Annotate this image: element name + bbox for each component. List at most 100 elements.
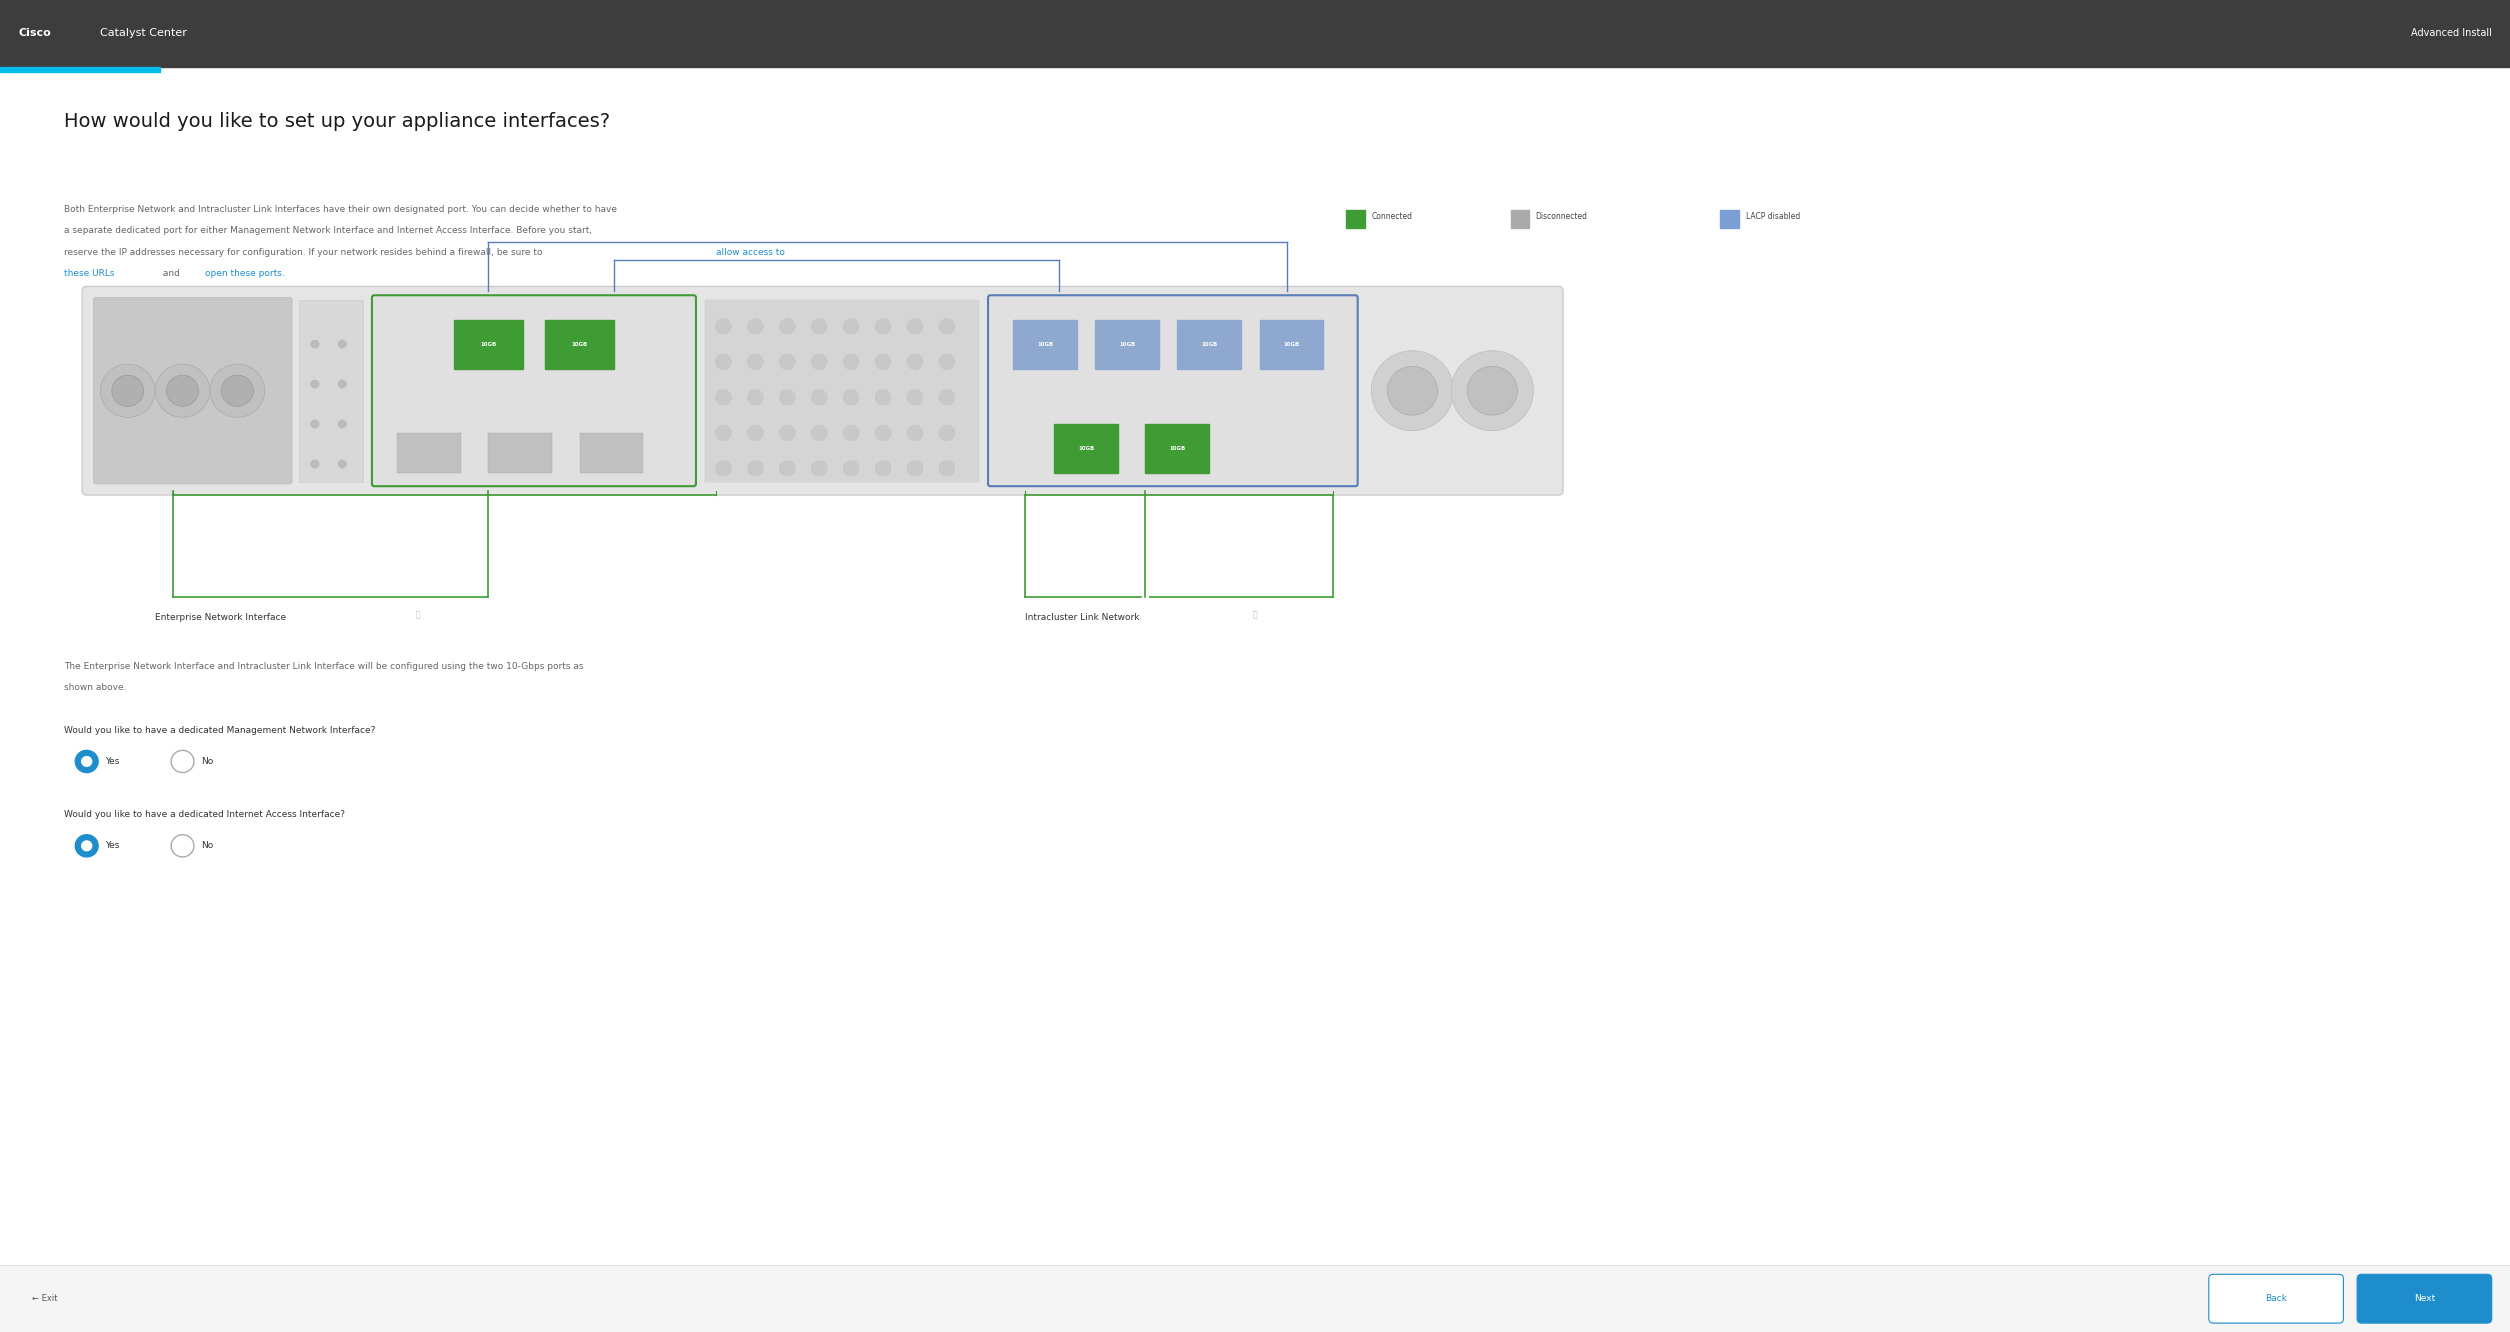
Text: Both Enterprise Network and Intracluster Link Interfaces have their own designat: Both Enterprise Network and Intracluster… <box>63 205 617 214</box>
Text: Would you like to have a dedicated Internet Access Interface?: Would you like to have a dedicated Inter… <box>63 810 344 819</box>
Circle shape <box>1388 366 1438 416</box>
Text: Enterprise Network Interface: Enterprise Network Interface <box>156 613 286 622</box>
Circle shape <box>843 389 858 405</box>
Circle shape <box>748 318 763 334</box>
Circle shape <box>1370 350 1453 430</box>
Circle shape <box>939 354 954 369</box>
Circle shape <box>778 461 796 476</box>
Circle shape <box>906 425 924 441</box>
Circle shape <box>906 389 924 405</box>
Text: Yes: Yes <box>105 757 120 766</box>
Text: 10GB: 10GB <box>1077 446 1094 452</box>
Circle shape <box>876 354 891 369</box>
Circle shape <box>171 835 193 856</box>
FancyBboxPatch shape <box>83 286 1564 496</box>
FancyBboxPatch shape <box>989 296 1358 486</box>
Bar <box>1094 320 1160 369</box>
Circle shape <box>843 461 858 476</box>
Circle shape <box>876 318 891 334</box>
Bar <box>0 0 2510 67</box>
Text: ⓘ: ⓘ <box>1252 610 1258 619</box>
Circle shape <box>75 835 98 856</box>
Circle shape <box>939 461 954 476</box>
Text: open these ports.: open these ports. <box>206 269 286 277</box>
Circle shape <box>100 364 156 417</box>
Circle shape <box>339 420 346 429</box>
Circle shape <box>811 425 828 441</box>
Bar <box>1014 320 1077 369</box>
Text: Intracluster Link Network: Intracluster Link Network <box>1024 613 1140 622</box>
Circle shape <box>311 380 319 389</box>
Bar <box>1054 424 1117 473</box>
Text: Yes: Yes <box>105 842 120 850</box>
Circle shape <box>811 318 828 334</box>
Text: 10GB: 10GB <box>1170 446 1185 452</box>
Circle shape <box>778 318 796 334</box>
Circle shape <box>156 364 211 417</box>
FancyBboxPatch shape <box>2209 1275 2344 1323</box>
Text: 10GB: 10GB <box>1037 341 1054 346</box>
Circle shape <box>311 420 319 429</box>
Circle shape <box>171 750 193 773</box>
Circle shape <box>211 364 264 417</box>
Circle shape <box>715 354 730 369</box>
Bar <box>299 300 364 482</box>
Circle shape <box>715 425 730 441</box>
Text: Back: Back <box>2264 1295 2287 1303</box>
Text: reserve the IP addresses necessary for configuration. If your network resides be: reserve the IP addresses necessary for c… <box>63 248 545 257</box>
Circle shape <box>311 340 319 349</box>
Bar <box>705 300 979 482</box>
Text: and: and <box>161 269 183 277</box>
Circle shape <box>75 750 98 773</box>
Circle shape <box>876 425 891 441</box>
Bar <box>489 433 552 473</box>
Circle shape <box>811 389 828 405</box>
Text: shown above.: shown above. <box>63 682 126 691</box>
Circle shape <box>221 376 254 406</box>
Circle shape <box>748 461 763 476</box>
Circle shape <box>80 757 93 767</box>
Text: 10GB: 10GB <box>1119 341 1135 346</box>
Bar <box>580 433 643 473</box>
Text: How would you like to set up your appliance interfaces?: How would you like to set up your applia… <box>63 112 610 131</box>
Text: ← Exit: ← Exit <box>33 1295 58 1303</box>
Circle shape <box>166 376 198 406</box>
Circle shape <box>715 318 730 334</box>
Bar <box>397 433 462 473</box>
Circle shape <box>778 389 796 405</box>
Circle shape <box>311 460 319 469</box>
Bar <box>0 1265 2510 1332</box>
Circle shape <box>876 389 891 405</box>
Circle shape <box>811 354 828 369</box>
Bar <box>1260 320 1323 369</box>
Text: these URLs: these URLs <box>63 269 115 277</box>
Circle shape <box>715 461 730 476</box>
FancyBboxPatch shape <box>371 296 695 486</box>
Text: Next: Next <box>2415 1295 2435 1303</box>
Text: The Enterprise Network Interface and Intracluster Link Interface will be configu: The Enterprise Network Interface and Int… <box>63 662 582 670</box>
Circle shape <box>906 354 924 369</box>
Text: 10GB: 10GB <box>572 341 587 346</box>
Bar <box>1511 209 1529 228</box>
Circle shape <box>843 425 858 441</box>
Text: 10GB: 10GB <box>479 341 497 346</box>
Bar <box>0 67 161 72</box>
Circle shape <box>778 425 796 441</box>
Circle shape <box>113 376 143 406</box>
Circle shape <box>339 340 346 349</box>
Bar <box>1719 209 1739 228</box>
Circle shape <box>80 840 93 851</box>
Circle shape <box>939 425 954 441</box>
Text: No: No <box>201 842 213 850</box>
Circle shape <box>748 425 763 441</box>
Circle shape <box>339 460 346 469</box>
Circle shape <box>843 318 858 334</box>
Text: LACP disabled: LACP disabled <box>1744 212 1800 221</box>
Text: Would you like to have a dedicated Management Network Interface?: Would you like to have a dedicated Manag… <box>63 726 376 735</box>
Bar <box>545 320 615 369</box>
FancyBboxPatch shape <box>2357 1275 2492 1323</box>
Text: 10GB: 10GB <box>1283 341 1300 346</box>
Text: 10GB: 10GB <box>1202 341 1217 346</box>
Circle shape <box>778 354 796 369</box>
Circle shape <box>906 461 924 476</box>
